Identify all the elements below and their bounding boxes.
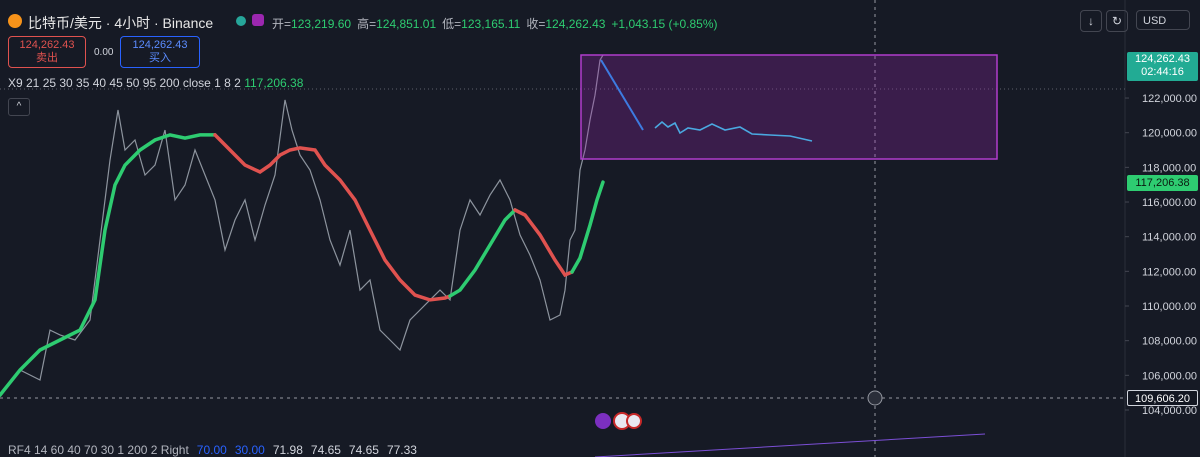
ohlc-label: 低= [442, 17, 462, 31]
last-price: 124,262.43 [1134, 53, 1191, 65]
y-tick-label: 104,000.00 [1142, 405, 1197, 417]
change: +1,043.15 (+0.85%) [611, 17, 718, 31]
oscillator-name: RF4 14 60 40 70 30 1 200 2 Right [8, 443, 189, 457]
ohlc: 开=123,219.60 高=124,851.01 低=123,165.11 收=12… [272, 15, 718, 32]
y-tick-label: 116,000.00 [1142, 197, 1196, 209]
spread: 0.00 [94, 47, 114, 58]
ma-line [0, 133, 217, 397]
ohlc-label: 收= [526, 17, 546, 31]
indicator-value: 117,206.38 [244, 76, 304, 90]
ohlc-label: 开= [272, 17, 292, 31]
status-dot [236, 16, 246, 26]
oscillator-value: 71.98 [272, 443, 303, 457]
oscillator-value: 30.00 [234, 443, 265, 457]
oscillator: RF4 14 60 40 70 30 1 200 2 Right 70.00 30.… [8, 443, 417, 457]
coin-icon [8, 14, 22, 28]
symbol: 比特币/美元 · 4小时 · Binance [28, 15, 214, 31]
ohlc-value: 124,262.43 [545, 17, 606, 31]
indicator: X9 21 25 30 35 40 45 50 95 200 close 1 8… [8, 76, 303, 90]
sell-price: 124,262.43 [19, 39, 75, 51]
drawing-squiggle [654, 120, 813, 142]
y-tick-label: 122,000.00 [1142, 93, 1197, 105]
cursor-tag: 109,606.20 [1127, 390, 1198, 406]
price-line [0, 54, 604, 396]
ma-line [448, 208, 517, 298]
y-tick-label: 106,000.00 [1142, 370, 1197, 382]
buy-button[interactable]: 124,262.43 买入 [120, 36, 200, 68]
ohlc-label: 高= [357, 17, 377, 31]
oscillator-value: 74.65 [310, 443, 341, 457]
ohlc-value: 123,219.60 [291, 17, 352, 31]
event-icon [595, 413, 611, 429]
y-tick-label: 110,000.00 [1142, 301, 1196, 313]
y-tick-label: 108,000.00 [1142, 336, 1197, 348]
ma-line [570, 180, 605, 274]
oscillator-value: 74.65 [348, 443, 379, 457]
ohlc-value: 123,165.11 [461, 17, 521, 31]
ma-line [513, 208, 574, 278]
download-button[interactable]: ↓ [1080, 10, 1102, 32]
event-icon [626, 413, 642, 429]
collapse-button[interactable]: ^ [8, 98, 30, 116]
sell-button[interactable]: 124,262.43 卖出 [8, 36, 86, 68]
drawing-line [600, 59, 644, 131]
currency[interactable]: USD [1136, 10, 1190, 30]
buy-label: 买入 [149, 52, 171, 64]
ma-line [213, 133, 452, 302]
ohlc-value: 124,851.01 [376, 17, 437, 31]
countdown: 02:44:16 [1141, 66, 1184, 78]
buy-price: 124,262.43 [132, 39, 188, 51]
y-tick-label: 118,000.00 [1142, 162, 1196, 174]
oscillator-line [594, 433, 986, 457]
indicator-name: X9 21 25 30 35 40 45 50 95 200 close 1 8… [8, 76, 241, 90]
sell-label: 卖出 [36, 52, 58, 64]
range-box [580, 54, 998, 160]
y-tick-label: 114,000.00 [1142, 232, 1196, 244]
y-tick-label: 120,000.00 [1142, 128, 1197, 140]
oscillator-value: 70.00 [196, 443, 227, 457]
ma-tag: 117,206.38 [1127, 175, 1198, 191]
crosshair-button[interactable] [867, 390, 883, 406]
share-icon[interactable] [252, 14, 264, 26]
y-tick-label: 112,000.00 [1142, 266, 1196, 278]
last-price-tag: 124,262.43 02:44:16 [1127, 52, 1198, 81]
refresh-button[interactable]: ↻ [1106, 10, 1128, 32]
oscillator-value: 77.33 [386, 443, 417, 457]
